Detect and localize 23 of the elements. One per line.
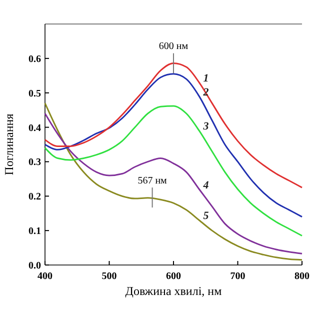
- y-tick-label: 0.3: [28, 157, 41, 168]
- y-tick-label: 0.0: [28, 260, 41, 272]
- x-tick-label: 500: [102, 271, 117, 282]
- series-label: 1: [203, 72, 209, 85]
- annotation: 567 нм: [138, 176, 168, 187]
- x-tick-label: 800: [294, 271, 310, 282]
- x-tick-label: 600: [166, 271, 181, 282]
- x-tick-label: 700: [230, 271, 246, 282]
- y-tick-label: 0.6: [28, 54, 41, 65]
- series-label: 5: [203, 210, 210, 222]
- series-label: 3: [202, 120, 210, 133]
- x-axis-title: Довжина хвилі, нм: [125, 284, 222, 298]
- y-tick-label: 0.2: [28, 192, 41, 203]
- y-tick-label: 0.4: [28, 122, 41, 134]
- x-tick-label: 400: [38, 271, 52, 282]
- y-axis-title: Поглинання: [2, 113, 16, 176]
- y-tick-label: 0.5: [28, 88, 41, 100]
- line-series: [44, 105, 303, 236]
- line-series: [44, 62, 303, 188]
- annotation: 600 нм: [158, 41, 189, 52]
- series-label: 4: [202, 179, 210, 192]
- y-tick-label: 0.1: [28, 226, 41, 238]
- line-series: [44, 73, 303, 218]
